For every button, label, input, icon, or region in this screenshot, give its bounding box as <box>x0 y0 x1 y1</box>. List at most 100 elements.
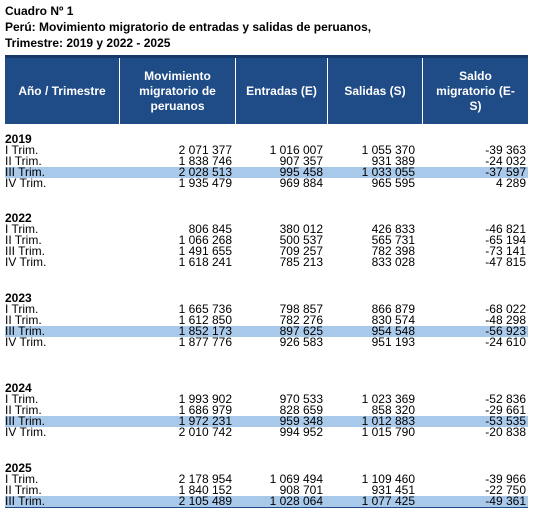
quarter-cell: III Trim. <box>5 324 45 338</box>
quarter-cell: I Trim. <box>5 302 39 316</box>
mov-cell: 1 491 655 <box>178 244 232 258</box>
quarter-cell: III Trim. <box>5 244 45 258</box>
quarter-cell: IV Trim. <box>5 335 47 349</box>
quarter-cell: IV Trim. <box>5 255 47 269</box>
quarter-cell: I Trim. <box>5 222 39 236</box>
saldo-cell: -24 032 <box>485 154 526 168</box>
quarter-cell: II Trim. <box>5 233 42 247</box>
year-label: 2025 <box>5 461 32 475</box>
table-row: I Trim. 2 071 377 1 016 007 1 055 370 -39 36… <box>5 143 528 157</box>
saldo-cell: -68 022 <box>485 302 526 316</box>
table-row: III Trim. 1 852 173 897 625 954 548 -56 923 <box>5 324 528 338</box>
mov-cell: 2 105 489 <box>178 494 232 508</box>
quarter-cell: II Trim. <box>5 154 42 168</box>
table-number: Cuadro Nº 1 <box>5 4 74 18</box>
ent-cell: 959 348 <box>279 414 323 428</box>
quarter-cell: I Trim. <box>5 392 39 406</box>
mov-cell: 1 852 173 <box>178 324 232 338</box>
year-label: 2024 <box>5 381 32 395</box>
sal-cell: 931 389 <box>371 154 415 168</box>
sal-cell: 866 879 <box>371 302 415 316</box>
ent-cell: 908 701 <box>279 483 323 497</box>
sal-cell: 965 595 <box>371 176 415 190</box>
ent-cell: 1 069 494 <box>269 472 323 486</box>
ent-cell: 994 952 <box>279 425 323 439</box>
ent-cell: 926 583 <box>279 335 323 349</box>
saldo-cell: -49 361 <box>485 494 526 508</box>
sal-cell: 1 015 790 <box>361 425 415 439</box>
table-row: III Trim. 1 972 231 959 348 1 012 883 -53 53… <box>5 414 528 428</box>
ent-cell: 1 016 007 <box>269 143 323 157</box>
ent-cell: 709 257 <box>279 244 323 258</box>
sal-cell: 1 109 460 <box>361 472 415 486</box>
mov-cell: 1 877 776 <box>178 335 232 349</box>
mov-cell: 1 993 902 <box>178 392 232 406</box>
saldo-cell: -22 750 <box>485 483 526 497</box>
table-row: IV Trim. 1 877 776 926 583 951 193 -24 610 <box>5 335 528 349</box>
sal-cell: 833 028 <box>371 255 415 269</box>
saldo-cell: -20 838 <box>485 425 526 439</box>
table-row: IV Trim. 1 935 479 969 884 965 595 4 289 <box>5 176 528 190</box>
sal-cell: 782 398 <box>371 244 415 258</box>
saldo-cell: -47 815 <box>485 255 526 269</box>
table-row: IV Trim. 1 618 241 785 213 833 028 -47 815 <box>5 255 528 269</box>
sal-cell: 1 033 055 <box>361 165 415 179</box>
saldo-cell: -39 363 <box>485 143 526 157</box>
quarter-cell: II Trim. <box>5 483 42 497</box>
table-title: Perú: Movimiento migratorio de entradas … <box>5 20 372 34</box>
table-caption: Cuadro Nº 1 Perú: Movimiento migratorio … <box>5 3 371 51</box>
table-row: II Trim. 1 686 979 828 659 858 320 -29 661 <box>5 403 528 417</box>
sal-cell: 426 833 <box>371 222 415 236</box>
ent-cell: 380 012 <box>279 222 323 236</box>
table-row: II Trim. 1 840 152 908 701 931 451 -22 750 <box>5 483 528 497</box>
ent-cell: 828 659 <box>279 403 323 417</box>
table-row: III Trim. 2 105 489 1 028 064 1 077 425 -49 … <box>5 494 528 508</box>
mov-cell: 1 686 979 <box>178 403 232 417</box>
saldo-cell: -53 535 <box>485 414 526 428</box>
sal-cell: 951 193 <box>371 335 415 349</box>
ent-cell: 1 028 064 <box>269 494 323 508</box>
ent-cell: 907 357 <box>279 154 323 168</box>
ent-cell: 500 537 <box>279 233 323 247</box>
sal-cell: 1 055 370 <box>361 143 415 157</box>
table-row: I Trim. 1 665 736 798 857 866 879 -68 022 <box>5 302 528 316</box>
year-label: 2023 <box>5 291 32 305</box>
quarter-cell: I Trim. <box>5 143 39 157</box>
mov-cell: 2 010 742 <box>178 425 232 439</box>
quarter-cell: II Trim. <box>5 313 42 327</box>
header-period: Año / Trimestre <box>18 83 106 98</box>
quarter-cell: II Trim. <box>5 403 42 417</box>
ent-cell: 798 857 <box>279 302 323 316</box>
saldo-cell: -29 661 <box>485 403 526 417</box>
sal-cell: 954 548 <box>371 324 415 338</box>
year-label: 2019 <box>5 132 32 146</box>
ent-cell: 782 276 <box>279 313 323 327</box>
ent-cell: 970 533 <box>279 392 323 406</box>
saldo-cell: -46 821 <box>485 222 526 236</box>
saldo-cell: -24 610 <box>485 335 526 349</box>
quarter-cell: IV Trim. <box>5 176 47 190</box>
mov-cell: 806 845 <box>188 222 232 236</box>
table-bottom-rule <box>5 507 528 508</box>
mov-cell: 1 935 479 <box>178 176 232 190</box>
mov-cell: 2 028 513 <box>178 165 232 179</box>
mov-cell: 1 840 152 <box>178 483 232 497</box>
saldo-cell: -37 597 <box>485 165 526 179</box>
table-row: II Trim. 1 066 268 500 537 565 731 -65 194 <box>5 233 528 247</box>
sal-cell: 931 451 <box>371 483 415 497</box>
quarter-cell: III Trim. <box>5 165 45 179</box>
ent-cell: 969 884 <box>279 176 323 190</box>
mov-cell: 1 612 850 <box>178 313 232 327</box>
sal-cell: 830 574 <box>371 313 415 327</box>
ent-cell: 995 458 <box>279 165 323 179</box>
sal-cell: 1 012 883 <box>361 414 415 428</box>
quarter-cell: III Trim. <box>5 414 45 428</box>
ent-cell: 897 625 <box>279 324 323 338</box>
saldo-cell: -73 141 <box>485 244 526 258</box>
saldo-cell: 4 289 <box>495 176 526 190</box>
saldo-cell: -65 194 <box>485 233 526 247</box>
table-row: III Trim. 1 491 655 709 257 782 398 -73 141 <box>5 244 528 258</box>
mov-cell: 1 618 241 <box>178 255 232 269</box>
saldo-cell: -56 923 <box>485 324 526 338</box>
sal-cell: 565 731 <box>371 233 415 247</box>
